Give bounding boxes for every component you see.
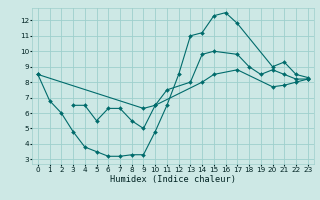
X-axis label: Humidex (Indice chaleur): Humidex (Indice chaleur)	[110, 175, 236, 184]
